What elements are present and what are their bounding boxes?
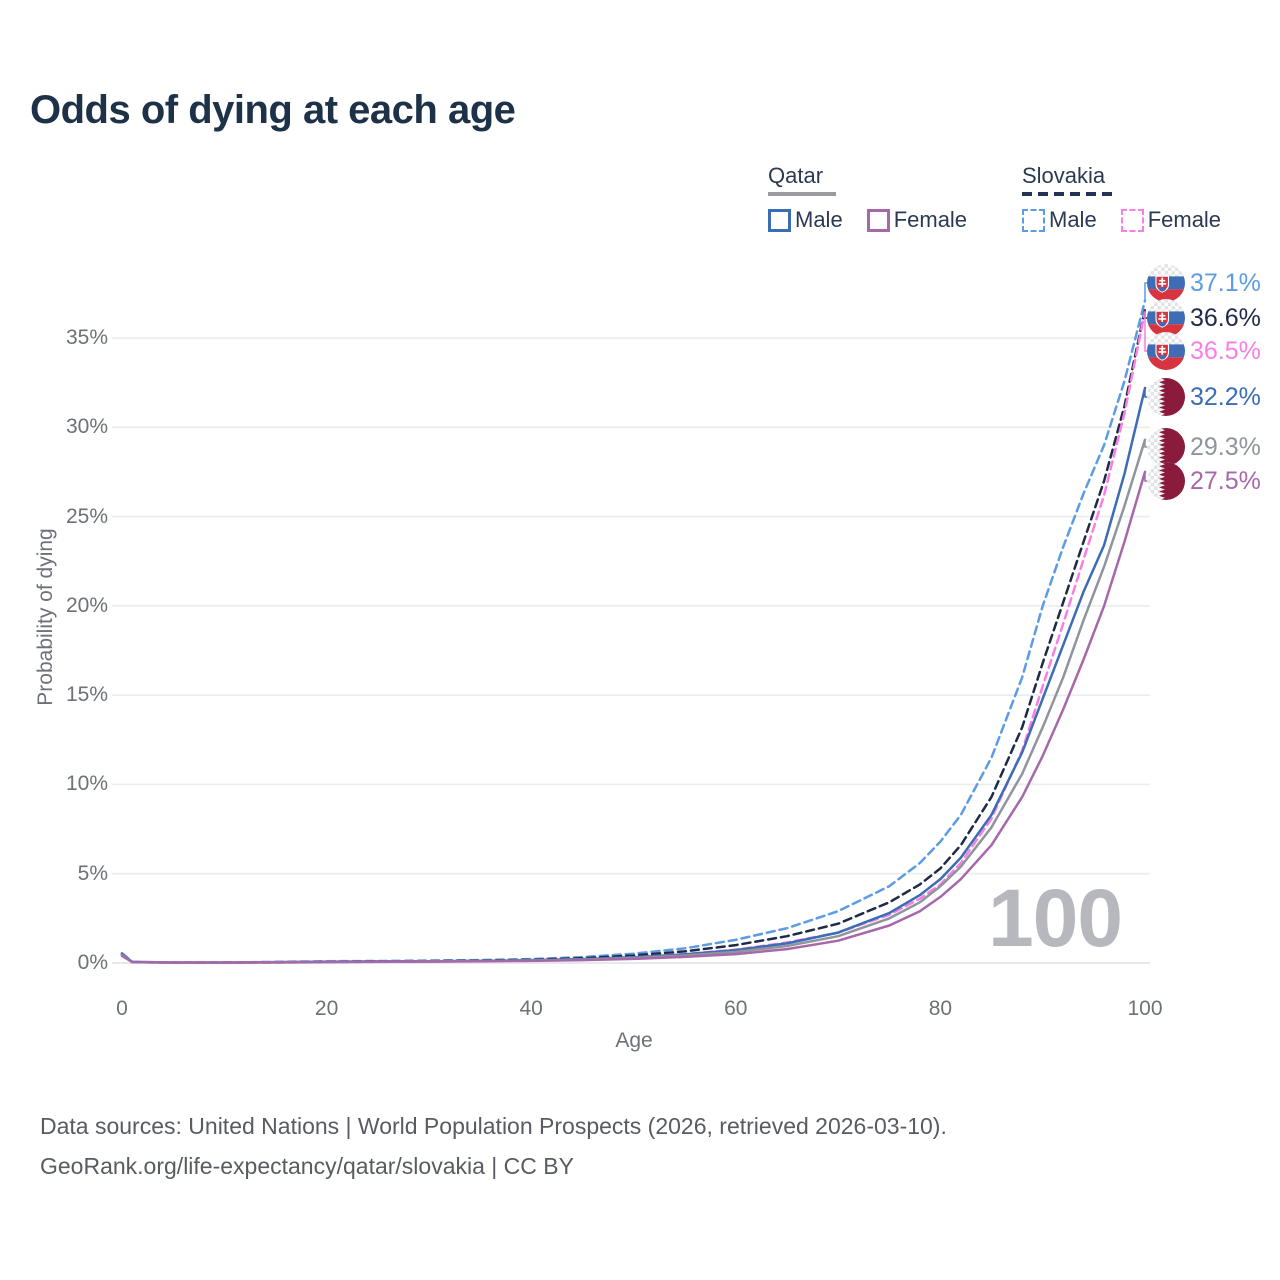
series-line-qatar-female[interactable] xyxy=(120,470,1147,964)
y-tick-label: 0% xyxy=(77,951,108,974)
end-label-qatar-male: 32.2% xyxy=(1147,378,1261,416)
end-label-slovakia-female: 36.5% xyxy=(1147,332,1261,370)
x-tick-label: 40 xyxy=(519,997,543,1020)
footer-line-1: Data sources: United Nations | World Pop… xyxy=(40,1113,947,1139)
qatar-flag-icon xyxy=(1159,428,1185,466)
series-line-slovakia-male[interactable] xyxy=(120,299,1147,964)
data-source-footer: Data sources: United Nations | World Pop… xyxy=(40,1106,947,1186)
y-tick-label: 5% xyxy=(77,861,108,885)
qatar-male-swatch-icon xyxy=(768,208,791,232)
x-tick-label: 100 xyxy=(1127,997,1163,1020)
y-axis-title: Probability of dying xyxy=(34,528,57,706)
end-label-qatar: 29.3% xyxy=(1147,428,1261,466)
page-title: Odds of dying at each age xyxy=(30,88,516,132)
y-tick-label: 10% xyxy=(65,772,108,796)
legend-item-label: Male xyxy=(1049,207,1097,232)
slovakia-female-swatch-icon xyxy=(1120,208,1144,232)
end-value-label: 37.1% xyxy=(1190,268,1261,297)
slovakia-flag-icon xyxy=(1147,264,1185,302)
slovakia-flag-icon xyxy=(1147,332,1185,370)
end-value-label: 36.6% xyxy=(1190,303,1261,332)
y-tick-label: 25% xyxy=(65,504,108,528)
legend-country-slovakia[interactable]: Slovakia xyxy=(1022,163,1106,188)
hover-age-indicator: 100 xyxy=(988,873,1123,964)
series-line-slovakia[interactable] xyxy=(120,308,1147,964)
qatar-flag-icon xyxy=(1159,462,1185,500)
legend-item-qatar-female[interactable]: Female xyxy=(866,207,968,233)
end-value-label: 29.3% xyxy=(1190,432,1261,461)
legend-country-qatar[interactable]: Qatar xyxy=(768,163,824,188)
end-label-slovakia-male: 37.1% xyxy=(1147,264,1261,302)
qatar-flag-icon xyxy=(1159,378,1185,416)
x-tick-label: 60 xyxy=(724,997,748,1020)
slovakia-flag-icon xyxy=(1147,343,1185,370)
qatar-flag-icon xyxy=(1147,428,1185,466)
footer-line-2: GeoRank.org/life-expectancy/qatar/slovak… xyxy=(40,1153,574,1179)
series-line-slovakia-female[interactable] xyxy=(120,309,1147,964)
legend-item-label: Male xyxy=(795,207,843,232)
legend-underline-qatar-solid xyxy=(768,192,836,196)
qatar-flag-icon xyxy=(1147,462,1185,500)
legend-underline-slovakia-dashed xyxy=(1022,192,1115,196)
legend-item-label: Female xyxy=(1147,207,1222,232)
x-tick-label: 20 xyxy=(314,997,339,1020)
y-tick-label: 35% xyxy=(65,326,108,349)
legend-item-label: Female xyxy=(893,207,968,232)
qatar-female-swatch-icon xyxy=(866,208,890,232)
end-label-qatar-female: 27.5% xyxy=(1147,462,1261,500)
x-tick-label: 0 xyxy=(116,997,128,1020)
end-value-label: 36.5% xyxy=(1190,336,1261,365)
end-value-label: 32.2% xyxy=(1190,382,1261,411)
y-tick-label: 15% xyxy=(65,683,108,707)
legend-item-slovakia-female[interactable]: Female xyxy=(1120,207,1222,233)
x-tick-label: 80 xyxy=(928,997,953,1020)
x-axis-title: Age xyxy=(615,1029,653,1052)
slovakia-flag-icon xyxy=(1147,275,1185,302)
legend-item-slovakia-male[interactable]: Male xyxy=(1022,207,1097,233)
y-tick-label: 30% xyxy=(65,415,108,439)
legend-item-qatar-male[interactable]: Male xyxy=(768,207,843,233)
end-value-label: 27.5% xyxy=(1190,466,1261,495)
legend-group-slovakia: Slovakia Male Female xyxy=(1022,163,1245,233)
legend-group-qatar: Qatar Male Female xyxy=(768,163,991,233)
y-tick-label: 20% xyxy=(65,593,108,617)
slovakia-male-swatch-icon xyxy=(1022,208,1045,232)
qatar-flag-icon xyxy=(1147,378,1185,416)
